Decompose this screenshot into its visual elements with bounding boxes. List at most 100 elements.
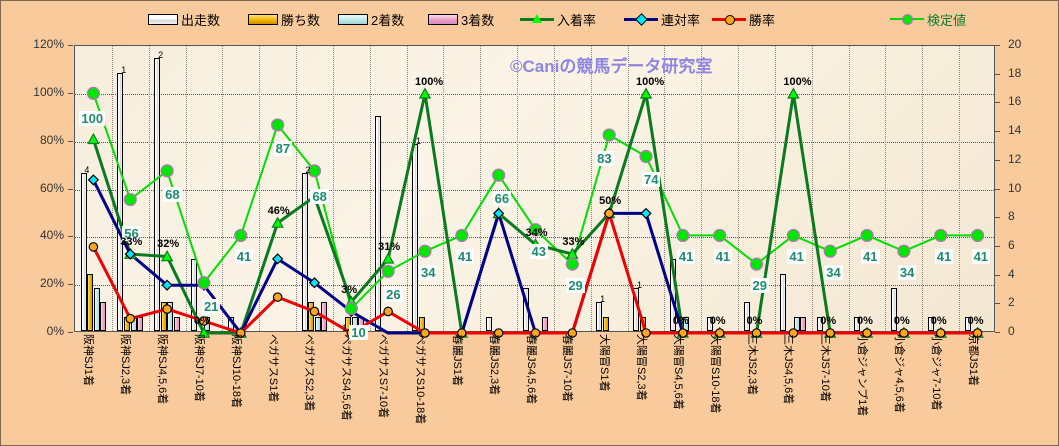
label-bar-value-8: 1 (342, 323, 348, 333)
legend-item-4[interactable]: 3着数 (428, 8, 494, 30)
marker-rentairitsu-3 (161, 279, 173, 291)
gridline-v (885, 46, 887, 331)
gridline-v (296, 46, 298, 331)
marker-shoritsu-9 (383, 306, 393, 317)
label-kentei-23: 34 (897, 265, 917, 281)
x-axis-label-12: 春麗JS2,3着 (487, 334, 500, 396)
gridline-v (922, 46, 924, 331)
label-nyuchakuritsu-23: 0% (893, 315, 910, 327)
label-kentei-12: 66 (492, 191, 512, 207)
label-kentei-5: 41 (234, 249, 254, 265)
marker-kentei-21 (823, 244, 837, 258)
label-kentei-2: 56 (122, 225, 141, 241)
label-kentei-22: 41 (861, 249, 880, 265)
label-kentei-15: 83 (595, 150, 614, 166)
legend-item-5[interactable]: 入着率 (520, 8, 596, 30)
label-kentei-7: 68 (310, 188, 329, 204)
marker-shoritsu-17 (678, 328, 688, 338)
legend-item-1[interactable]: 出走数 (148, 8, 220, 30)
legend-label: 連対率 (661, 12, 701, 28)
x-axis-label-1: 阪神SJ1着 (82, 334, 95, 386)
bar-3-cat-3 (167, 302, 174, 331)
bar-3-cat-7 (314, 316, 321, 331)
bar-1-cat-9 (375, 115, 382, 331)
gridline-v (664, 46, 666, 331)
x-axis-label-4: 阪神SJ7-10着 (192, 334, 205, 402)
label-nyuchakuritsu-3: 32% (157, 238, 180, 251)
bar-1-cat-25 (964, 316, 971, 331)
y-axis-left: 120% 100% 80% 60% 40% 20% 0% (16, 0, 73, 446)
legend-label: 入着率 (557, 12, 597, 28)
marker-shoritsu-11 (457, 328, 467, 338)
gridline-v (553, 46, 555, 331)
bar-2-cat-1 (87, 273, 94, 331)
bar-1-cat-18 (706, 316, 713, 331)
legend-item-8[interactable]: 検定値 (890, 8, 966, 30)
y-tick-right: 10 (1008, 180, 1022, 195)
label-nyuchakuritsu-21: 0% (820, 315, 837, 327)
marker-kentei-2 (123, 192, 137, 207)
y-tick-mark (995, 332, 1000, 333)
bar-4-cat-3 (174, 316, 180, 331)
label-nyuchakuritsu-18: 0% (709, 315, 726, 327)
x-axis-label-16: 大陽冒S2,3着 (635, 334, 648, 401)
marker-kentei-13 (528, 223, 543, 237)
marker-kentei-1 (86, 86, 101, 100)
marker-nyuchakuritsu-16 (639, 87, 653, 99)
gridline-v (774, 46, 776, 331)
marker-shoritsu-15 (604, 208, 614, 219)
gridline-v (738, 46, 740, 331)
marker-kentei-25 (970, 228, 985, 243)
bar-1-cat-19 (743, 302, 750, 331)
x-axis-label-20: 三木JS4,5,6着 (782, 334, 795, 405)
legend-line-icon (624, 13, 658, 26)
bar-1-cat-2 (117, 72, 124, 331)
legend-item-7[interactable]: 勝率 (712, 8, 775, 30)
y-tick-mark (995, 245, 1000, 247)
marker-kentei-9 (381, 264, 395, 278)
legend-swatch-icon (428, 13, 458, 25)
label-kentei-16: 74 (642, 172, 661, 188)
marker-nyuchakuritsu-3 (160, 250, 174, 262)
gridline-h (75, 141, 994, 143)
legend-line-icon (890, 13, 924, 25)
label-nyuchakuritsu-2: 33% (120, 236, 143, 249)
label-nyuchakuritsu-14: 33% (562, 236, 585, 249)
marker-shoritsu-14 (567, 328, 578, 338)
y-tick-right: 12 (1008, 151, 1022, 166)
bar-1-cat-3 (154, 58, 161, 331)
y-tick-right: 8 (1008, 209, 1015, 224)
y-tick-right: 0 (1008, 324, 1015, 338)
gridline-v (848, 46, 850, 331)
marker-kentei-17 (676, 228, 690, 243)
x-axis-label-3: 阪神SJ4,5,6着 (156, 334, 169, 405)
y-tick-mark (995, 159, 1000, 161)
y-tick-right: 6 (1008, 237, 1015, 252)
bar-1-cat-4 (191, 259, 198, 331)
y-tick-left: 0% (46, 324, 64, 338)
y-tick-right: 20 (1008, 37, 1022, 51)
marker-shoritsu-6 (272, 292, 283, 302)
legend-item-6[interactable]: 連対率 (624, 8, 700, 30)
legend-label: 2着数 (371, 12, 405, 28)
x-axis-label-19: 三木JS2,3着 (745, 334, 758, 396)
plot-area: 100 56 68 21 41 87 68 10 26 34 41 66 43 29 83 74 41 41 29 4… (74, 45, 995, 340)
marker-kentei-14 (565, 257, 579, 271)
label-kentei-24: 41 (934, 249, 954, 265)
gridline-v (185, 46, 187, 331)
y-tick-right: 18 (1008, 65, 1022, 80)
bar-1-cat-24 (927, 316, 934, 331)
bar-4-cat-13 (542, 316, 549, 331)
label-bar-value-10: 1 (415, 136, 421, 147)
legend-item-3[interactable]: 2着数 (338, 8, 404, 30)
label-nyuchakuritsu-4: 0% (193, 315, 210, 327)
label-kentei-21: 34 (824, 265, 843, 281)
marker-shoritsu-12 (493, 328, 504, 338)
legend-item-2[interactable]: 勝ち数 (248, 8, 320, 30)
label-bar-value-7: 2 (305, 165, 311, 176)
label-kentei-10: 34 (418, 265, 438, 281)
y-tick-mark (995, 73, 1000, 75)
legend-label: 勝ち数 (281, 12, 321, 28)
label-kentei-19: 29 (750, 278, 769, 294)
label-nyuchakuritsu-17: 0% (672, 315, 689, 327)
